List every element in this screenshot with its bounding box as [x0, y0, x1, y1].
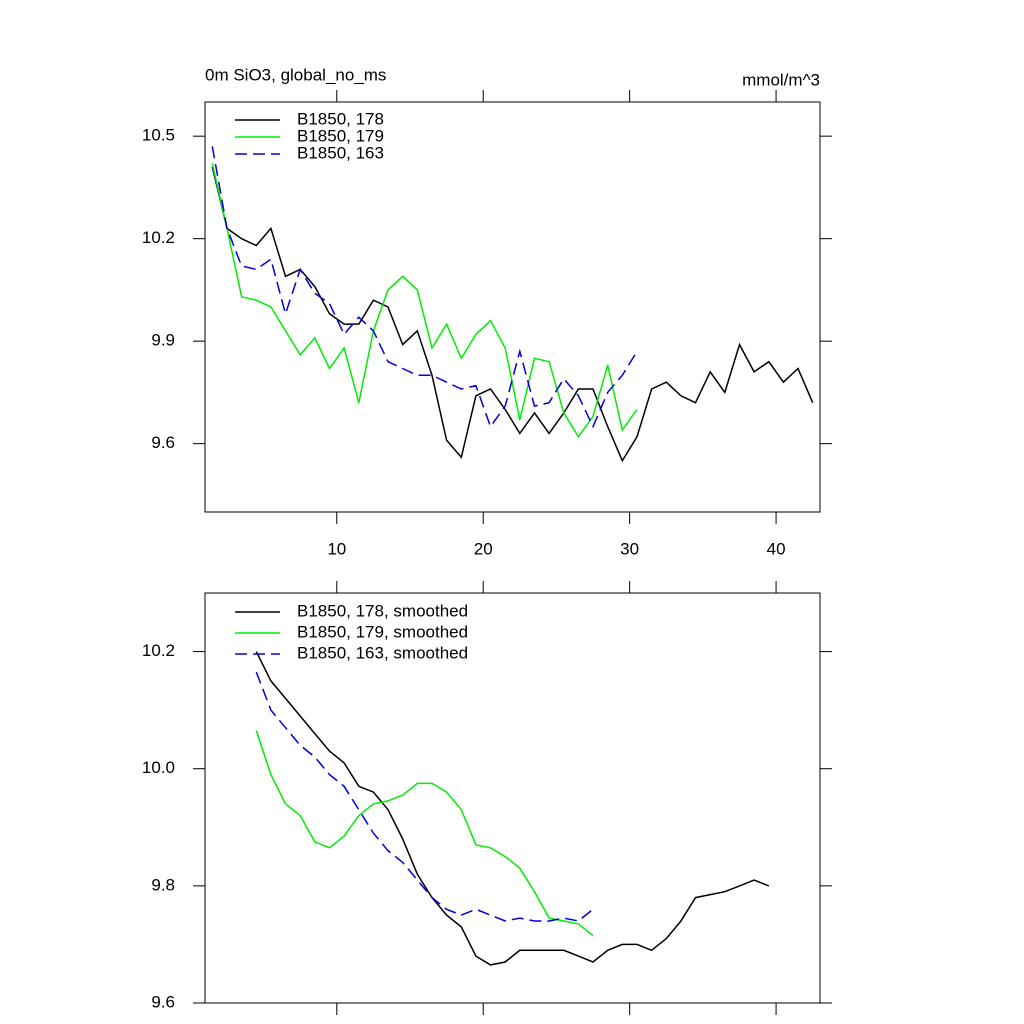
series-line	[211, 163, 638, 439]
legend-label: B1850, 163, smoothed	[297, 643, 468, 662]
y-tick-label: 9.6	[151, 992, 175, 1011]
x-tick-label: 30	[620, 539, 639, 558]
plot-frame	[204, 592, 821, 1004]
plot-frame	[204, 101, 821, 513]
y-tick-label: 9.9	[151, 331, 175, 350]
y-tick-label: 10.2	[142, 641, 175, 660]
units-label: mmol/m^3	[742, 70, 820, 89]
x-tick-label: 20	[474, 539, 493, 558]
series-line	[211, 166, 814, 463]
chart-title: 0m SiO3, global_no_ms	[205, 65, 386, 84]
legend-label: B1850, 178	[297, 109, 384, 128]
legend-label: B1850, 178, smoothed	[297, 601, 468, 620]
y-tick-label: 9.6	[151, 433, 175, 452]
y-tick-label: 10.0	[142, 758, 175, 777]
x-tick-label: 10	[327, 539, 346, 558]
legend-label: B1850, 163	[297, 143, 384, 162]
series-line	[255, 730, 594, 937]
y-tick-label: 10.2	[142, 228, 175, 247]
y-tick-label: 9.8	[151, 875, 175, 894]
x-tick-label: 40	[767, 539, 786, 558]
y-tick-label: 10.5	[142, 126, 175, 145]
series-line	[255, 651, 770, 966]
legend-label: B1850, 179	[297, 126, 384, 145]
series-line	[211, 146, 638, 429]
legend-label: B1850, 179, smoothed	[297, 622, 468, 641]
series-line	[255, 671, 594, 922]
